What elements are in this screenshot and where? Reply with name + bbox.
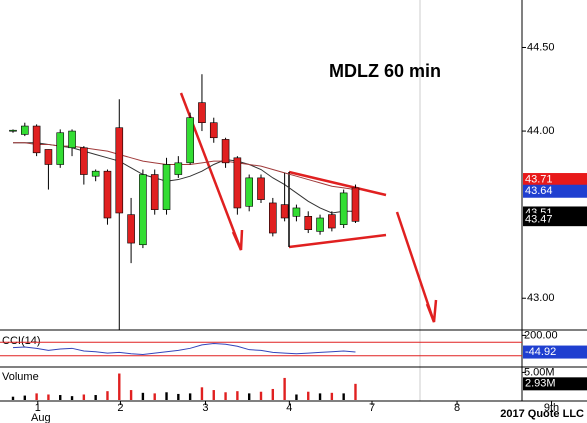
y-tick-label: 5.00M bbox=[524, 366, 555, 378]
volume-bar bbox=[177, 393, 180, 400]
volume-bar bbox=[283, 377, 286, 400]
price-badge bbox=[523, 184, 587, 198]
volume-bar bbox=[212, 390, 215, 400]
candle-body bbox=[292, 207, 301, 217]
candle-body bbox=[280, 204, 289, 219]
value-badge bbox=[523, 377, 587, 391]
candle-body bbox=[103, 170, 112, 219]
candle-body bbox=[80, 147, 88, 175]
x-tick-label: 4 bbox=[286, 402, 292, 414]
volume-bar bbox=[153, 393, 156, 400]
candle-body bbox=[269, 202, 277, 234]
volume-bar bbox=[342, 393, 345, 400]
volume-bar bbox=[330, 392, 334, 400]
x-tick-label: 3 bbox=[202, 402, 208, 414]
volume-bar bbox=[247, 393, 251, 400]
volume-bar bbox=[82, 394, 86, 400]
candle-body bbox=[56, 132, 65, 165]
x-tick-label: 1 bbox=[35, 402, 41, 414]
price-badge-label: 43.64 bbox=[525, 185, 553, 197]
price-badge-label: 43.47 bbox=[525, 214, 553, 226]
y-tick-label: 43.00 bbox=[527, 292, 555, 304]
volume-bar bbox=[141, 392, 145, 400]
candle-body bbox=[257, 177, 265, 200]
candle-body bbox=[339, 192, 348, 225]
candle-body bbox=[32, 125, 41, 154]
candle-body bbox=[150, 174, 159, 210]
footer: 2017 Quote LLC bbox=[500, 408, 584, 420]
volume-bar bbox=[106, 391, 109, 400]
volume-bar bbox=[318, 393, 322, 400]
price-badge-label: 43.71 bbox=[525, 173, 553, 185]
candle-body bbox=[139, 174, 147, 246]
candle-body bbox=[351, 187, 360, 222]
x-tick-label: 7 bbox=[369, 402, 375, 414]
candle-body bbox=[304, 216, 313, 230]
trendline bbox=[288, 170, 387, 197]
price-badge bbox=[523, 173, 587, 187]
candle-body bbox=[209, 122, 218, 139]
volume-bar bbox=[188, 393, 192, 400]
trendline bbox=[288, 233, 387, 249]
volume-bar bbox=[23, 395, 27, 400]
panel-title: Volume bbox=[2, 371, 39, 383]
volume-bar bbox=[129, 390, 133, 400]
y-tick-label: 44.50 bbox=[527, 41, 555, 53]
candle-body bbox=[316, 217, 324, 232]
candle-body bbox=[162, 164, 171, 210]
volume-bar bbox=[307, 391, 310, 400]
volume-bar bbox=[47, 394, 50, 400]
annotations bbox=[179, 92, 438, 323]
value-badge-label: 2.93M bbox=[525, 378, 556, 390]
volume-bar bbox=[70, 396, 74, 400]
arrow-head bbox=[231, 229, 244, 251]
volume-bar bbox=[11, 396, 15, 400]
candle-body bbox=[221, 139, 230, 164]
volume-bar bbox=[200, 387, 204, 400]
value-badge-label: -44.92 bbox=[525, 346, 556, 358]
volume-bar bbox=[165, 392, 168, 400]
volume-bar bbox=[59, 395, 62, 400]
volume-bar bbox=[94, 395, 97, 400]
candle-body bbox=[68, 130, 76, 149]
candle-body bbox=[91, 170, 100, 177]
volume-bar bbox=[118, 373, 121, 400]
x-tick-label: 2 bbox=[117, 402, 123, 414]
candle-body bbox=[174, 162, 183, 175]
y-tick-label: 44.00 bbox=[527, 125, 555, 137]
chart-title: MDLZ 60 min bbox=[329, 61, 441, 81]
volume-bar bbox=[236, 391, 239, 400]
panel-title: CCI(14) bbox=[2, 335, 41, 347]
candle-body bbox=[328, 214, 336, 229]
arrow bbox=[395, 211, 436, 323]
x-tick-label: 9th bbox=[544, 402, 559, 414]
candle-body bbox=[245, 177, 253, 207]
x-tick-label: 8 bbox=[454, 402, 460, 414]
candle-body bbox=[9, 129, 17, 132]
candle-body bbox=[186, 117, 194, 164]
cci-line bbox=[12, 343, 356, 355]
volume-bar bbox=[35, 393, 38, 400]
x-tick-sublabel: Aug bbox=[31, 412, 51, 423]
volume-bar bbox=[354, 383, 357, 400]
volume-bar bbox=[224, 392, 227, 400]
y-tick-label: 200.00 bbox=[524, 329, 558, 341]
volume-bar bbox=[259, 391, 263, 400]
candle-body bbox=[198, 102, 206, 124]
price-badge bbox=[523, 213, 587, 227]
value-badge bbox=[523, 345, 587, 359]
candle-body bbox=[44, 149, 53, 165]
volume-bar bbox=[295, 394, 298, 400]
candle-body bbox=[21, 125, 29, 135]
candle-body bbox=[127, 214, 135, 244]
candle-body bbox=[115, 127, 124, 214]
volume-bar bbox=[271, 388, 275, 400]
candle-body bbox=[233, 157, 242, 209]
arrow-head bbox=[425, 299, 438, 323]
